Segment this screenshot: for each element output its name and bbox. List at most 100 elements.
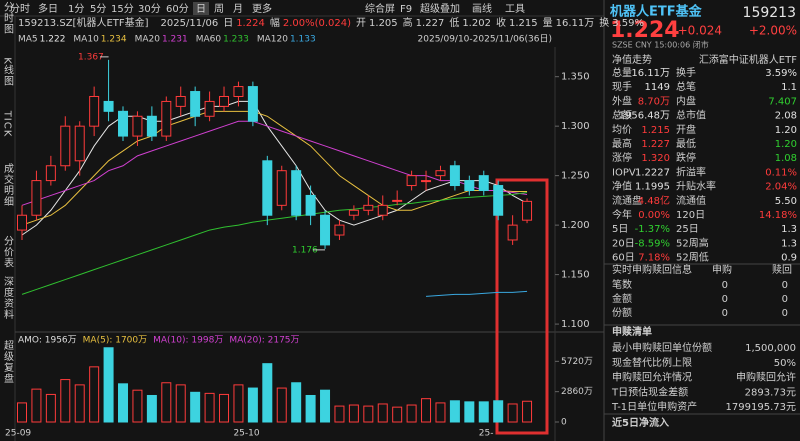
side-tab[interactable]: 分价表 <box>2 235 14 268</box>
quote-item: 1.224 <box>236 18 265 29</box>
tool-button[interactable]: F9 <box>400 4 412 15</box>
price-change: +0.024 <box>678 24 722 38</box>
x-tick-label: 25-10 <box>233 429 259 439</box>
field-label: 现手 <box>612 80 632 93</box>
period-tab[interactable]: 1分 <box>68 3 84 15</box>
volume-bar <box>464 401 475 423</box>
field-value: 7.407 <box>768 96 797 107</box>
candle-body <box>233 86 244 97</box>
candle-body <box>320 214 331 246</box>
ma-legend-value: 1.133 <box>290 35 316 45</box>
quote-item: 日 <box>223 18 233 29</box>
volume-bar <box>493 400 504 423</box>
candle-body <box>89 95 100 127</box>
market-status: SZSE CNY 15:00:06 闭市 <box>612 40 709 50</box>
y-tick-label: 1.200 <box>561 220 590 231</box>
side-tab[interactable]: 成交明细 <box>2 163 14 207</box>
period-tab[interactable]: 5分 <box>90 3 106 15</box>
period-tab[interactable]: 多日 <box>38 2 58 15</box>
volume-bar <box>507 403 518 423</box>
volume-bar <box>522 400 533 423</box>
volume-bar <box>132 389 143 423</box>
quote-item: 3.59% <box>612 18 644 29</box>
volume-bar <box>435 402 446 423</box>
tool-button[interactable]: 超级叠加 <box>420 2 460 15</box>
period-tab[interactable]: 月 <box>233 3 243 15</box>
field-label: IOPV <box>612 167 636 178</box>
ma-legend: MA60 <box>196 35 222 45</box>
volume-bar <box>219 393 230 423</box>
ma-legend-value: 1.231 <box>162 35 188 45</box>
volume-bar <box>175 384 186 423</box>
ma-legend: MA5 <box>18 35 38 45</box>
fund-full-name: 汇添富中证机器人ETF <box>699 53 797 66</box>
field-value: 5.50 <box>775 196 797 207</box>
field-value: 0.00% <box>638 210 670 221</box>
period-tab[interactable]: 60分 <box>166 3 189 15</box>
quote-item: 1.202 <box>462 18 491 29</box>
field-label: 申购赎回允许情况 <box>612 371 692 384</box>
volume-bar <box>190 391 201 423</box>
ma-legend-value: 1.233 <box>223 35 249 45</box>
ma-line <box>426 290 528 297</box>
period-tab[interactable]: 分时 <box>10 3 30 15</box>
security-code: 159213 <box>743 5 796 21</box>
quote-item: 2.00%(0.024) <box>283 18 351 29</box>
ma-legend: MA10 <box>73 35 99 45</box>
field-label: 52周低 <box>676 251 709 264</box>
period-tab[interactable]: 周 <box>214 3 224 15</box>
field-label: 总市值 <box>676 109 706 122</box>
tool-button[interactable]: 工具 <box>505 3 525 15</box>
side-tab[interactable]: 分时图 <box>2 1 14 34</box>
active-tab <box>193 2 209 15</box>
candle-body <box>305 194 316 216</box>
quote-item: 2025/11/06 <box>161 18 219 29</box>
field-label: 折溢率 <box>676 165 706 178</box>
candle-body <box>421 180 432 183</box>
period-tab[interactable]: 30分 <box>138 3 161 15</box>
volume-bar <box>233 384 244 423</box>
field-value: 1.08 <box>775 153 797 164</box>
tool-button[interactable]: 画线 <box>472 2 492 15</box>
candle-body <box>60 125 71 167</box>
field-label: 跌停 <box>676 151 696 164</box>
field-value: 16.11万 <box>631 68 670 79</box>
field-value: 1.3 <box>781 224 797 235</box>
period-tab[interactable]: 15分 <box>111 3 134 15</box>
nav-trend-tab[interactable]: 净值走势 <box>612 53 652 66</box>
period-tab[interactable]: 更多 <box>252 2 272 15</box>
candle-body <box>132 115 143 137</box>
field-value: 0 <box>722 308 728 319</box>
volume-bar <box>291 382 302 423</box>
candle-body <box>493 185 504 216</box>
side-tab[interactable]: TICK <box>2 110 13 138</box>
volume-bar <box>377 403 388 423</box>
candle-body <box>31 180 42 216</box>
field-value: 1.20 <box>775 125 797 136</box>
quote-item: 1.215 <box>509 18 538 29</box>
volume-bar <box>421 398 432 423</box>
tool-button[interactable]: 综合屏 <box>365 2 395 15</box>
candle-body <box>161 100 172 137</box>
side-tab[interactable]: 深度资料 <box>2 276 14 320</box>
volume-legend: MA(5): 1700万 <box>83 336 147 346</box>
volume-bar <box>320 389 331 423</box>
side-tab[interactable]: K线图 <box>2 57 14 87</box>
volume-bar <box>276 387 287 423</box>
candle-body <box>219 95 230 107</box>
quote-item: 换 <box>599 16 609 29</box>
side-tab[interactable]: 超级复盘 <box>2 339 14 384</box>
period-tab[interactable]: 日 <box>196 4 206 15</box>
field-label: 开盘 <box>676 123 696 136</box>
y-tick-label: 1.350 <box>561 72 590 83</box>
field-label: 金额 <box>612 292 632 305</box>
field-label: 换手 <box>676 66 696 79</box>
quote-item: 幅 <box>270 16 280 29</box>
list-title: 申赎清单 <box>612 325 652 338</box>
field-label: 现金替代比例上限 <box>612 356 692 369</box>
security-label: 159213.SZ[机器人ETF基金] <box>18 16 149 29</box>
list-footer: 近5日净流入 <box>612 416 669 429</box>
field-value: 0.9 <box>781 253 797 264</box>
candle-body <box>190 91 201 117</box>
